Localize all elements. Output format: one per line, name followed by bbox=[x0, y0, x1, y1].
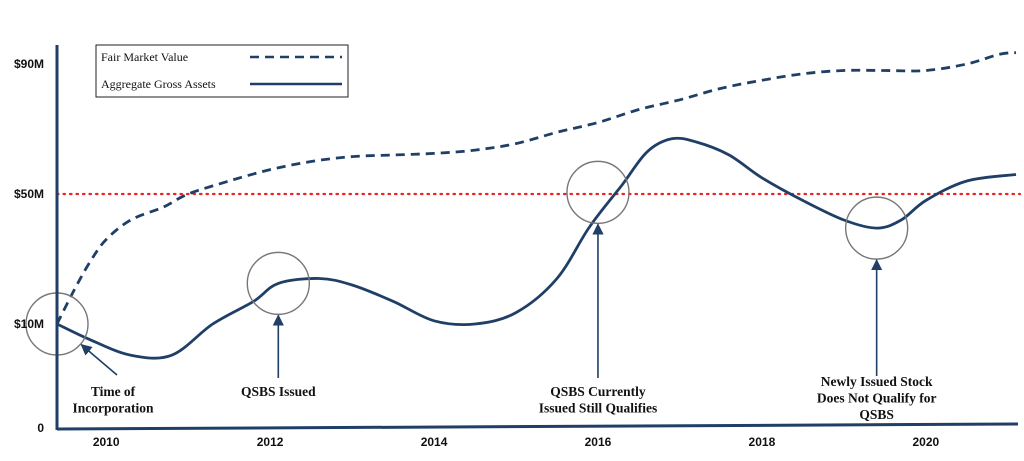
annotation-label: Newly Issued Stock bbox=[821, 374, 933, 389]
y-tick-label: $90M bbox=[14, 57, 44, 71]
legend-label: Fair Market Value bbox=[101, 50, 188, 64]
annotation-arrow bbox=[80, 343, 118, 376]
highlight-layer: Time of Incorporation QSBS Issued QSBS Curr… bbox=[25, 160, 937, 422]
x-tick-label: 2010 bbox=[93, 435, 120, 449]
annotation-label: Incorporation bbox=[73, 401, 154, 416]
x-tick-label: 2016 bbox=[585, 435, 612, 449]
legend-box bbox=[95, 44, 349, 98]
annotation-label: Time of bbox=[91, 384, 136, 399]
annotation-label: QSBS Issued bbox=[241, 384, 316, 399]
series-line-aggregate-gross-assets bbox=[56, 136, 1017, 360]
x-tick-label: 2018 bbox=[749, 435, 776, 449]
annotation-label: QSBS Currently bbox=[550, 384, 646, 399]
legend-label: Aggregate Gross Assets bbox=[101, 77, 216, 91]
annotation-label: Does Not Qualify for bbox=[817, 391, 937, 406]
annotation-label: Issued Still Qualifies bbox=[539, 401, 658, 416]
x-tick-label: 2012 bbox=[257, 435, 284, 449]
axes-layer: 0 $10M $50M $90M 2010 2012 2014 2016 2018 2020 bbox=[14, 45, 1019, 449]
y-tick-label: $50M bbox=[14, 187, 44, 201]
x-tick-label: 2020 bbox=[912, 435, 939, 449]
y-tick-label: 0 bbox=[37, 421, 44, 435]
x-axis-line bbox=[56, 422, 1019, 431]
legend: Fair Market Value Aggregate Gross Assets bbox=[95, 44, 349, 98]
annotation-label: QSBS bbox=[859, 407, 894, 422]
series-layer bbox=[55, 51, 1017, 360]
y-tick-label: $10M bbox=[14, 317, 44, 331]
x-tick-label: 2014 bbox=[421, 435, 448, 449]
